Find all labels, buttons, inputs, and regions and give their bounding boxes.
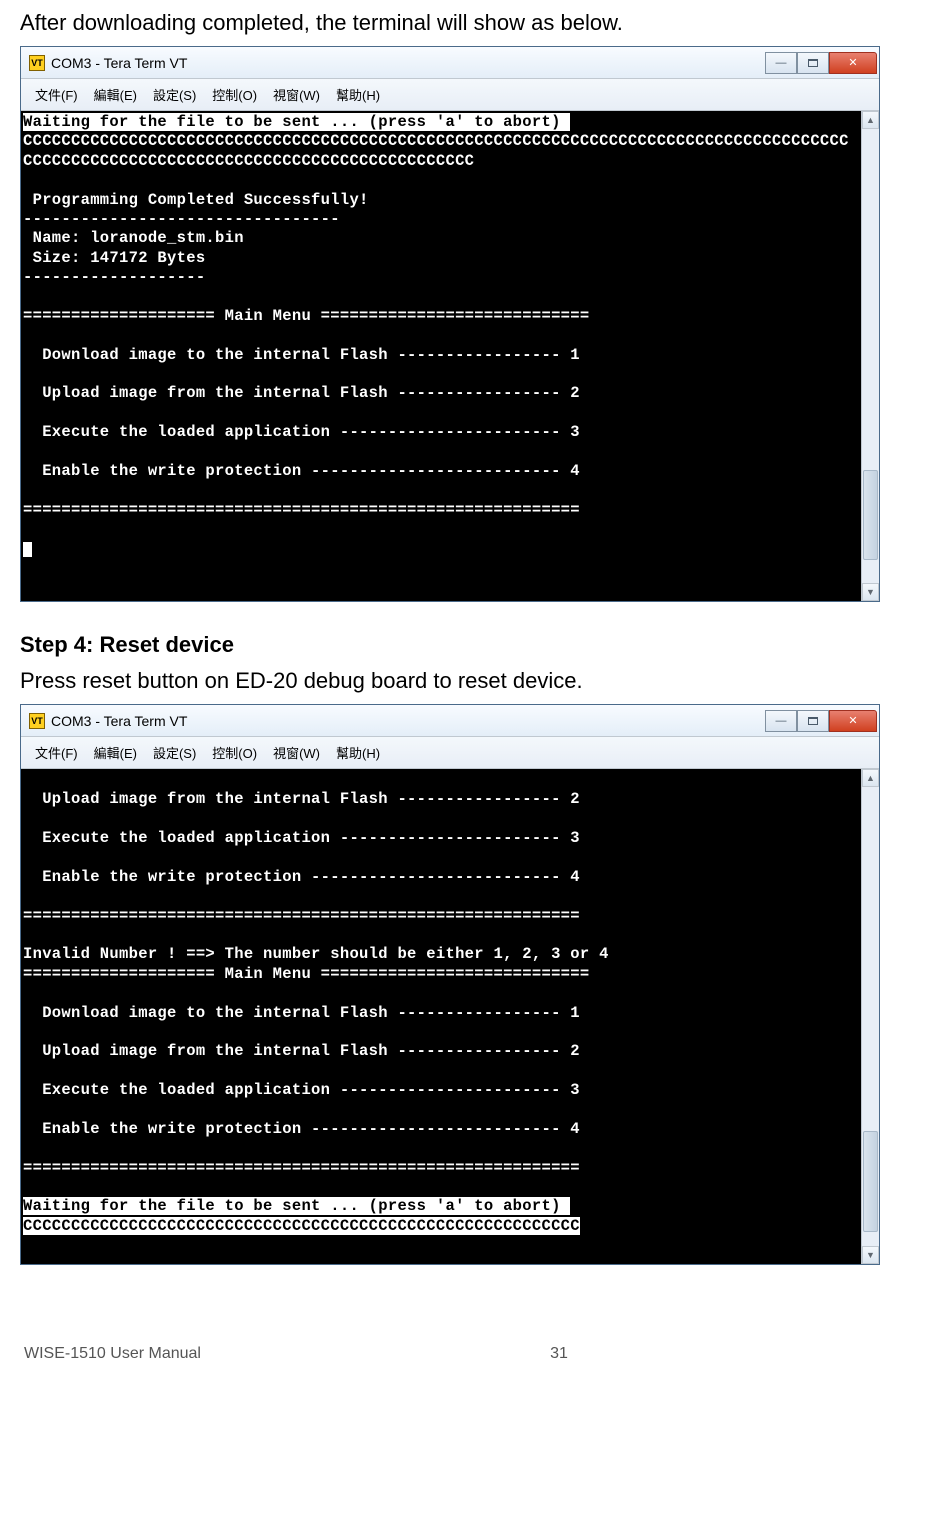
scroll-down-button[interactable]: ▼ [862, 583, 879, 601]
vt-icon: VT [29, 713, 45, 729]
term1-line3: CCCCCCCCCCCCCCCCCCCCCCCCCCCCCCCCCCCCCCCC… [23, 152, 474, 170]
terminal-output-1: Waiting for the file to be sent ... (pre… [21, 111, 861, 601]
menu-help[interactable]: 幫助(H) [330, 741, 386, 764]
menubar: 文件(F) 編輯(E) 設定(S) 控制(O) 視窗(W) 幫助(H) [21, 737, 879, 769]
term2-line4: ========================================… [23, 907, 580, 925]
menu-setup[interactable]: 設定(S) [147, 83, 202, 106]
term1-line9: ==================== Main Menu =========… [23, 307, 590, 325]
term1-line8: ------------------- [23, 268, 205, 286]
term2-invalid: Invalid Number ! ==> The number should b… [23, 945, 609, 963]
terminal-window-1: VT COM3 - Tera Term VT — ✕ 文件(F) 編輯(E) 設… [20, 46, 880, 602]
term1-line5: --------------------------------- [23, 210, 340, 228]
terminal-window-2: VT COM3 - Tera Term VT — ✕ 文件(F) 編輯(E) 設… [20, 704, 880, 1265]
term2-sep2: ========================================… [23, 1159, 580, 1177]
titlebar: VT COM3 - Tera Term VT — ✕ [21, 705, 879, 737]
term2-opt1: Download image to the internal Flash ---… [23, 1004, 580, 1022]
scroll-track[interactable] [862, 787, 879, 1246]
term2-line1: Upload image from the internal Flash ---… [23, 790, 580, 808]
footer-manual-title: WISE-1510 User Manual [24, 1345, 201, 1363]
term1-opt3: Execute the loaded application ---------… [23, 423, 580, 441]
scroll-up-button[interactable]: ▲ [862, 111, 879, 129]
menu-file[interactable]: 文件(F) [29, 741, 84, 764]
scroll-down-button[interactable]: ▼ [862, 1246, 879, 1264]
term1-opt4: Enable the write protection ------------… [23, 462, 580, 480]
menu-window[interactable]: 視窗(W) [267, 83, 326, 106]
term2-line2: Execute the loaded application ---------… [23, 829, 580, 847]
scroll-thumb[interactable] [863, 1131, 878, 1232]
scroll-track[interactable] [862, 129, 879, 583]
cursor-icon [23, 542, 32, 557]
step4-heading: Step 4: Reset device [20, 632, 921, 658]
menu-help[interactable]: 幫助(H) [330, 83, 386, 106]
term2-waiting: Waiting for the file to be sent ... (pre… [23, 1197, 570, 1215]
term2-opt3: Execute the loaded application ---------… [23, 1081, 580, 1099]
term1-line6: Name: loranode_stm.bin [23, 229, 244, 247]
minimize-button[interactable]: — [765, 52, 797, 74]
term2-line5: ==================== Main Menu =========… [23, 965, 590, 983]
maximize-button[interactable] [797, 52, 829, 74]
term1-opt2: Upload image from the internal Flash ---… [23, 384, 580, 402]
term1-line1: Waiting for the file to be sent ... (pre… [23, 113, 570, 131]
term1-line4: Programming Completed Successfully! [23, 191, 369, 209]
menu-edit[interactable]: 編輯(E) [88, 741, 143, 764]
term2-opt2: Upload image from the internal Flash ---… [23, 1042, 580, 1060]
terminal-output-2: Upload image from the internal Flash ---… [21, 769, 861, 1264]
menu-control[interactable]: 控制(O) [206, 741, 263, 764]
page-footer: WISE-1510 User Manual 31 [20, 1345, 921, 1363]
term2-opt4: Enable the write protection ------------… [23, 1120, 580, 1138]
term1-line7: Size: 147172 Bytes [23, 249, 205, 267]
close-button[interactable]: ✕ [829, 52, 877, 74]
menu-window[interactable]: 視窗(W) [267, 741, 326, 764]
term2-c: CCCCCCCCCCCCCCCCCCCCCCCCCCCCCCCCCCCCCCCC… [23, 1217, 580, 1235]
term2-line3: Enable the write protection ------------… [23, 868, 580, 886]
close-button[interactable]: ✕ [829, 710, 877, 732]
term1-sep: ========================================… [23, 501, 580, 519]
window-title: COM3 - Tera Term VT [51, 55, 187, 71]
scroll-up-button[interactable]: ▲ [862, 769, 879, 787]
intro-paragraph: After downloading completed, the termina… [20, 10, 921, 36]
menu-edit[interactable]: 編輯(E) [88, 83, 143, 106]
term1-line2: CCCCCCCCCCCCCCCCCCCCCCCCCCCCCCCCCCCCCCCC… [23, 132, 849, 150]
titlebar: VT COM3 - Tera Term VT — ✕ [21, 47, 879, 79]
footer-page-number: 31 [550, 1345, 568, 1363]
menu-file[interactable]: 文件(F) [29, 83, 84, 106]
scrollbar: ▲ ▼ [861, 111, 879, 601]
menubar: 文件(F) 編輯(E) 設定(S) 控制(O) 視窗(W) 幫助(H) [21, 79, 879, 111]
maximize-button[interactable] [797, 710, 829, 732]
window-title: COM3 - Tera Term VT [51, 713, 187, 729]
step4-paragraph: Press reset button on ED-20 debug board … [20, 668, 921, 694]
minimize-button[interactable]: — [765, 710, 797, 732]
menu-setup[interactable]: 設定(S) [147, 741, 202, 764]
vt-icon: VT [29, 55, 45, 71]
term1-opt1: Download image to the internal Flash ---… [23, 346, 580, 364]
scrollbar: ▲ ▼ [861, 769, 879, 1264]
menu-control[interactable]: 控制(O) [206, 83, 263, 106]
scroll-thumb[interactable] [863, 470, 878, 561]
